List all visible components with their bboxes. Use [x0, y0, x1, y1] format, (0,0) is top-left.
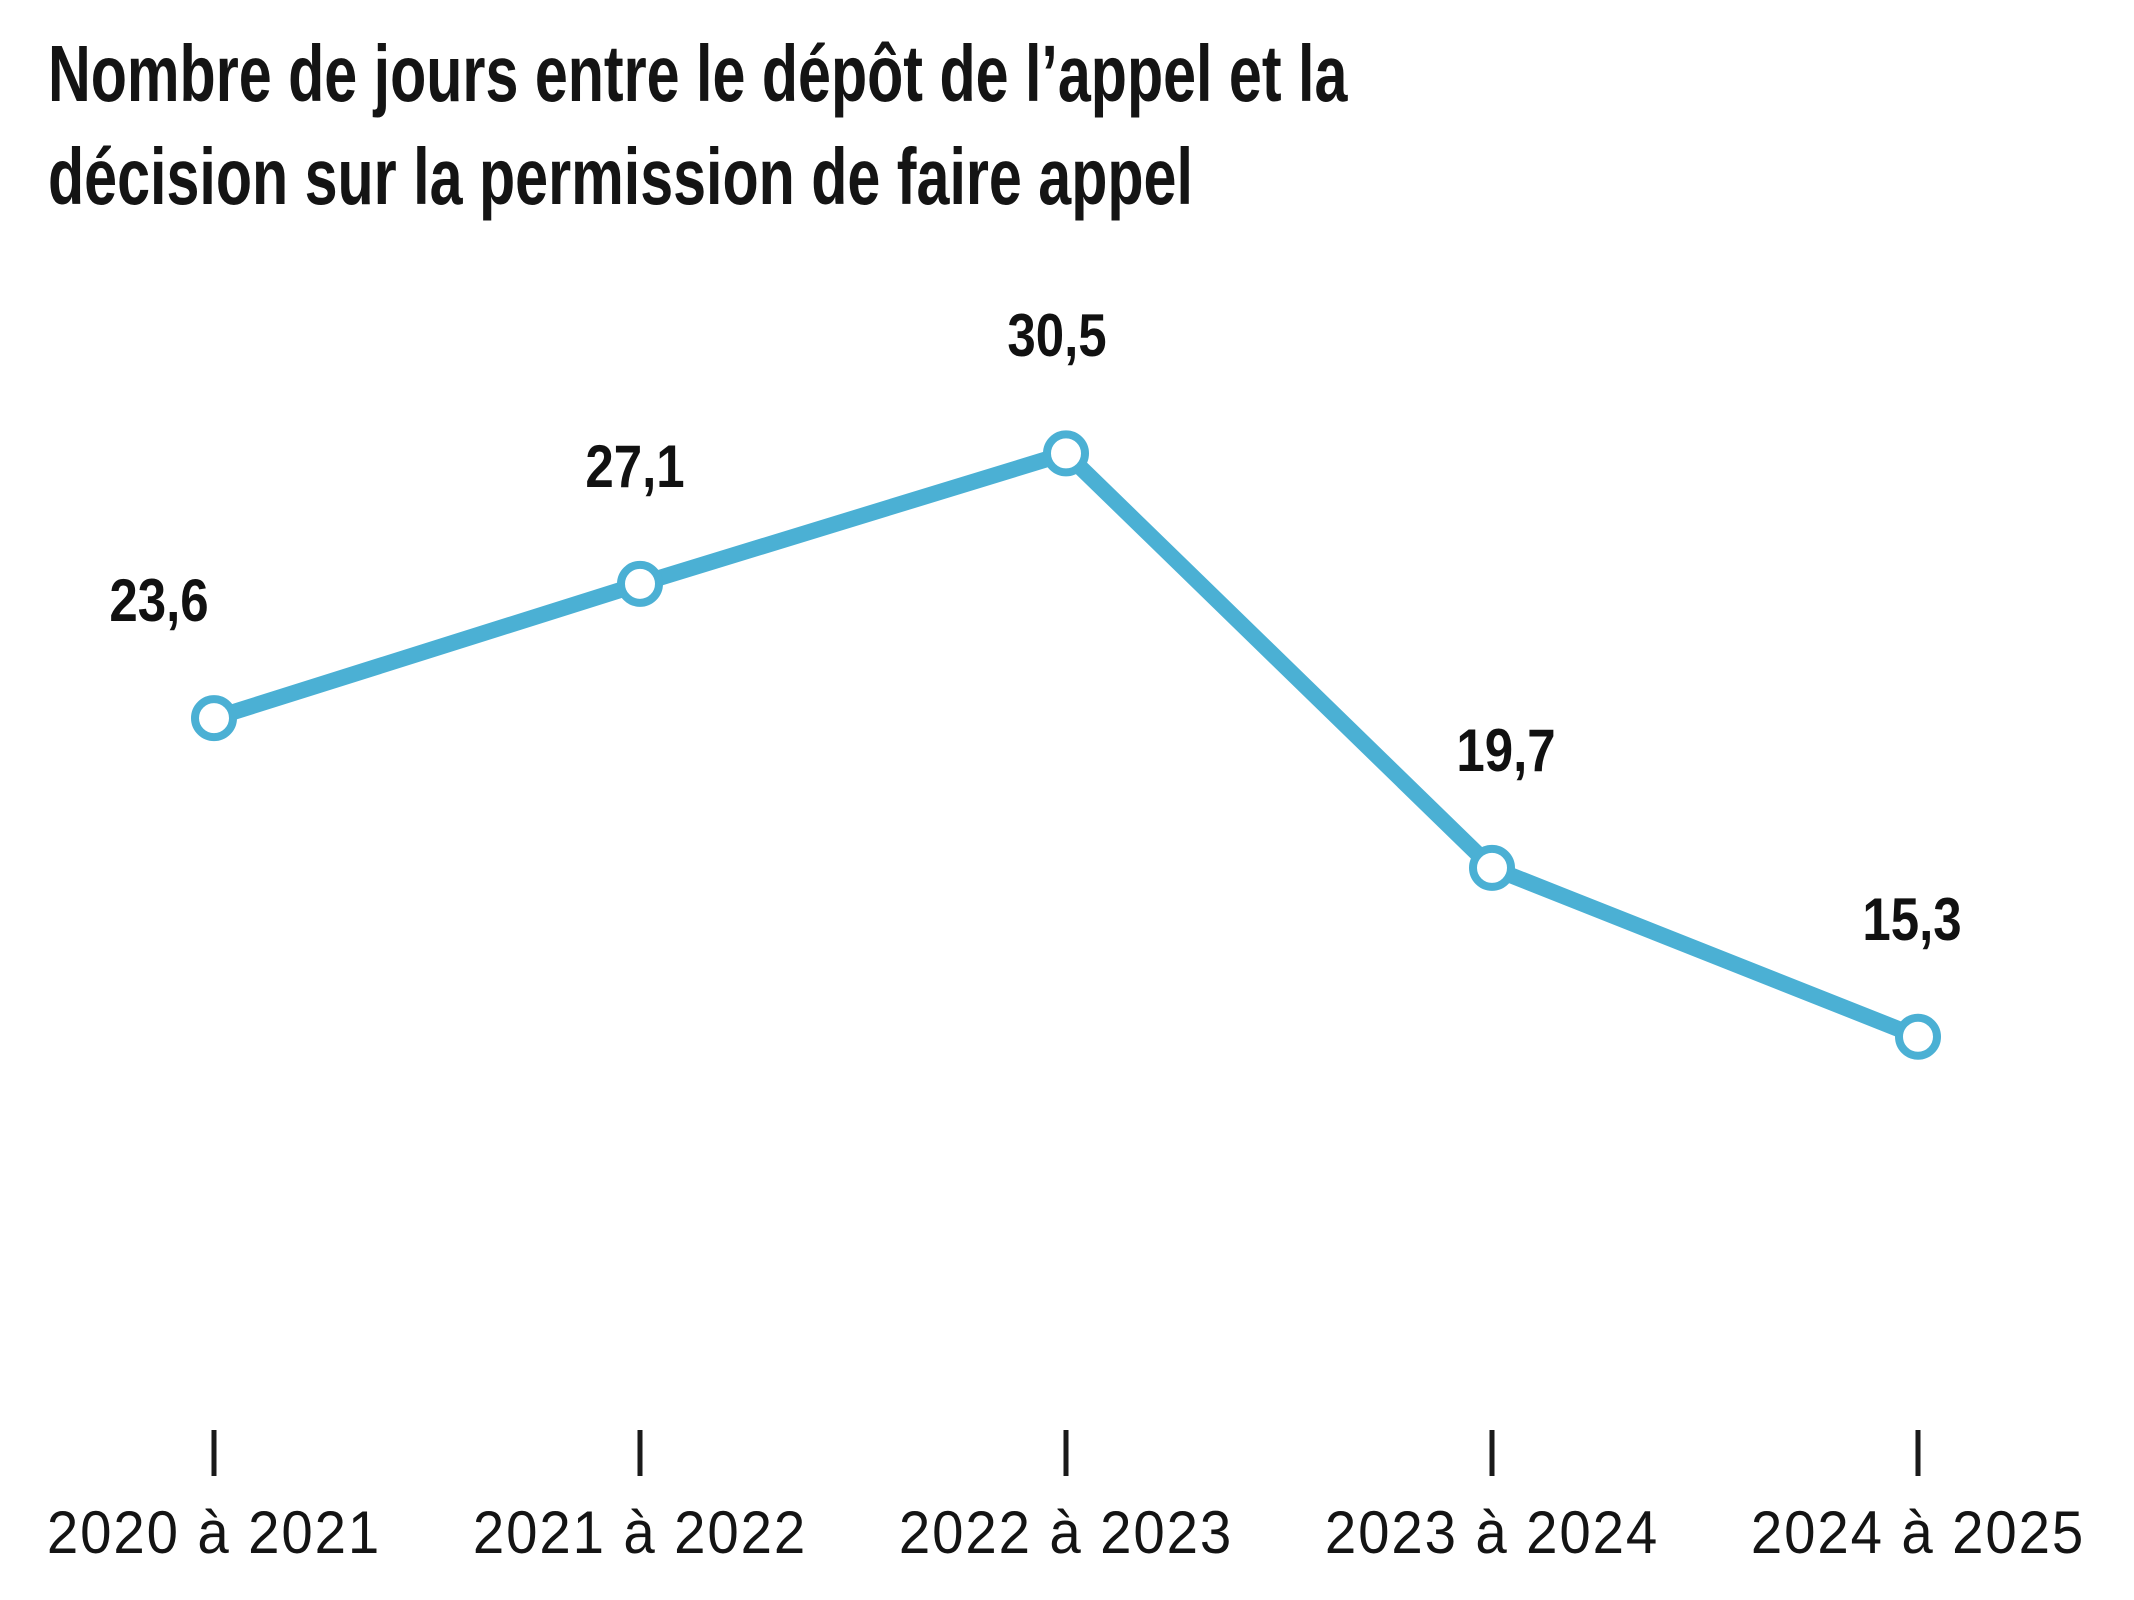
data-point-marker	[1469, 844, 1515, 891]
marker-group	[191, 430, 1941, 1060]
x-axis-category-label: 2024 à 2025	[1750, 1499, 2086, 1566]
x-axis-category-label: 2023 à 2024	[1324, 1499, 1660, 1566]
chart-title: Nombre de jours entre le dépôt de l’appe…	[48, 22, 1347, 228]
data-point-value-label: 19,7	[1456, 716, 1556, 784]
data-line	[211, 445, 1921, 1045]
data-point-value-label: 15,3	[1862, 885, 1962, 953]
x-axis-category-label: 2020 à 2021	[46, 1499, 382, 1566]
data-point-marker	[1895, 1013, 1941, 1060]
chart-title-line-1: Nombre de jours entre le dépôt de l’appe…	[48, 29, 1348, 118]
chart-title-line-2: décision sur la permission de faire appe…	[48, 132, 1193, 221]
data-point-marker	[191, 695, 237, 742]
data-point-marker	[617, 560, 663, 607]
x-axis-category-label: 2022 à 2023	[898, 1499, 1234, 1566]
data-point-marker	[1043, 430, 1089, 477]
data-point-value-label: 23,6	[109, 567, 209, 635]
data-point-value-label: 30,5	[1007, 302, 1107, 370]
x-axis-tick-group	[211, 1430, 1921, 1476]
data-point-value-label: 27,1	[585, 432, 685, 500]
x-axis-category-label: 2021 à 2022	[472, 1499, 808, 1566]
